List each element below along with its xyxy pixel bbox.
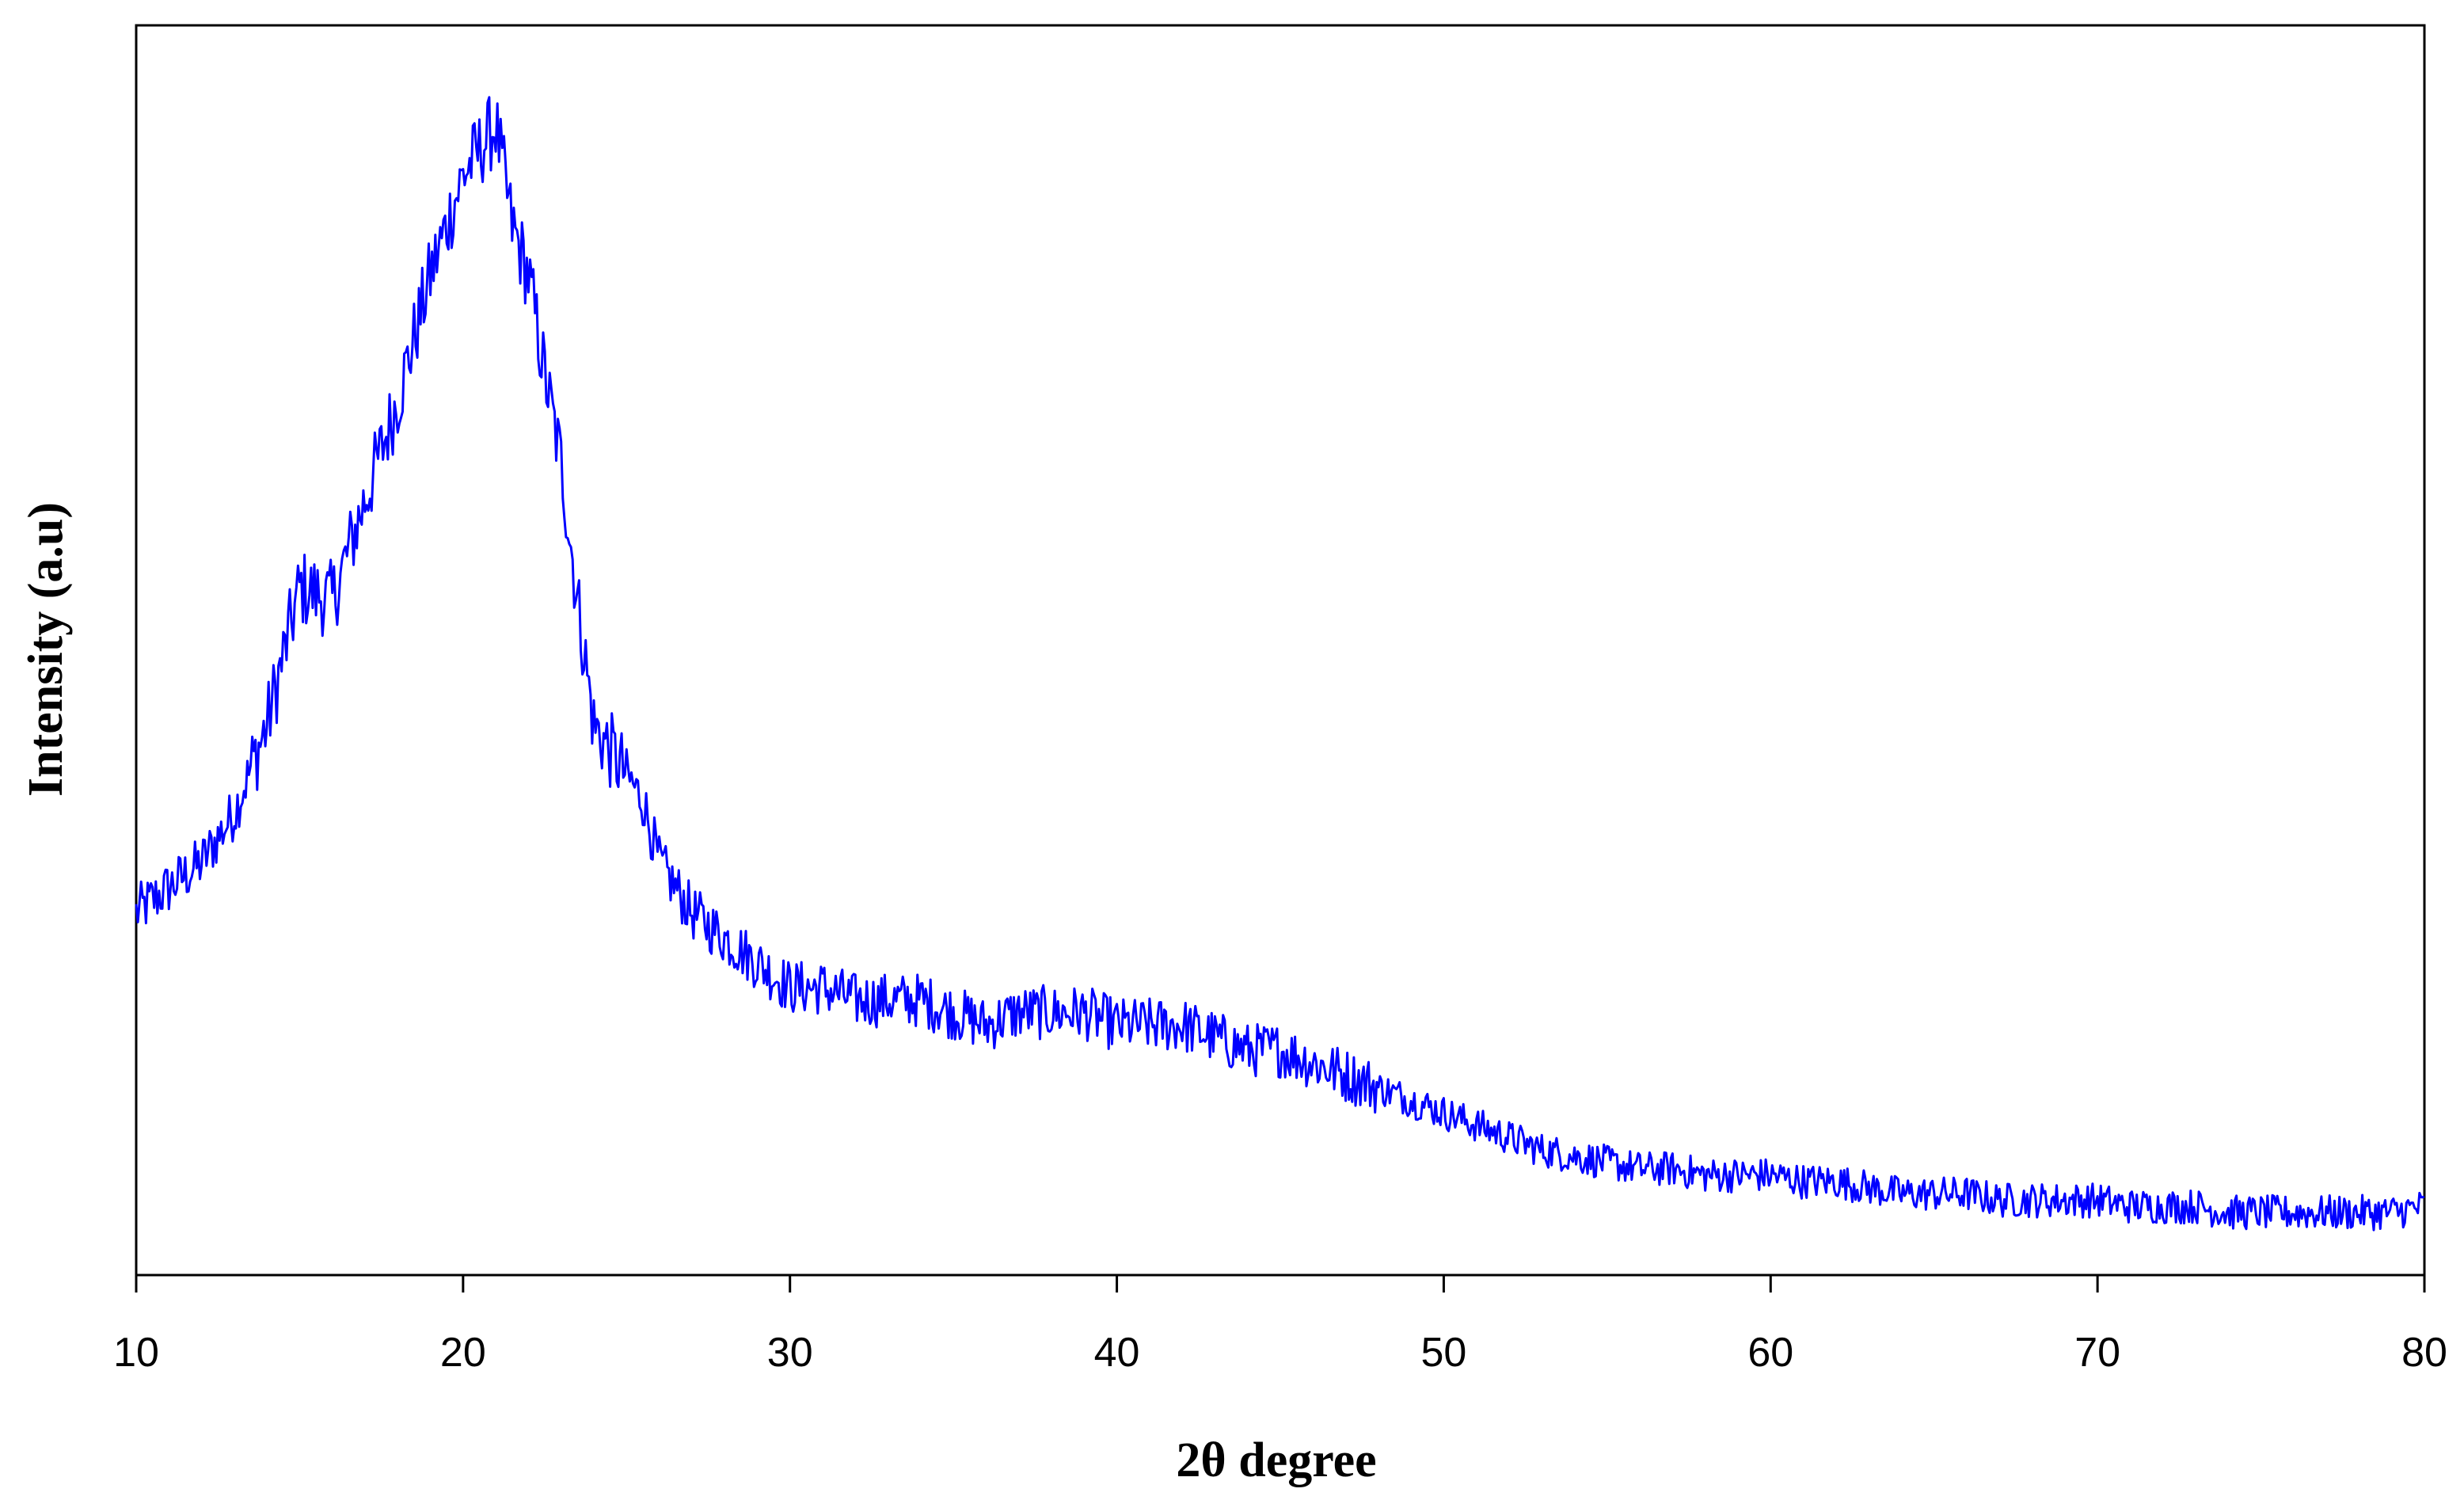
intensity-series-line [135, 96, 2425, 1232]
x-tick-label: 40 [1094, 1330, 1140, 1376]
x-axis-title: 2θ degree [1176, 1433, 1376, 1487]
x-tick-label: 20 [440, 1330, 486, 1376]
x-tick-label: 70 [2074, 1330, 2120, 1376]
x-tick-label: 10 [113, 1330, 159, 1376]
x-tick-label: 30 [767, 1330, 813, 1376]
y-axis-title: Intensity (a.u) [19, 502, 73, 797]
x-tick-label: 50 [1421, 1330, 1467, 1376]
x-tick-label: 60 [1747, 1330, 1793, 1376]
x-axis-ticks [135, 1275, 2426, 1293]
plot-frame [135, 24, 2426, 1277]
x-axis-tick-labels: 10 20 30 40 50 60 70 80 [113, 1330, 2447, 1376]
x-tick-label: 80 [2401, 1330, 2447, 1376]
